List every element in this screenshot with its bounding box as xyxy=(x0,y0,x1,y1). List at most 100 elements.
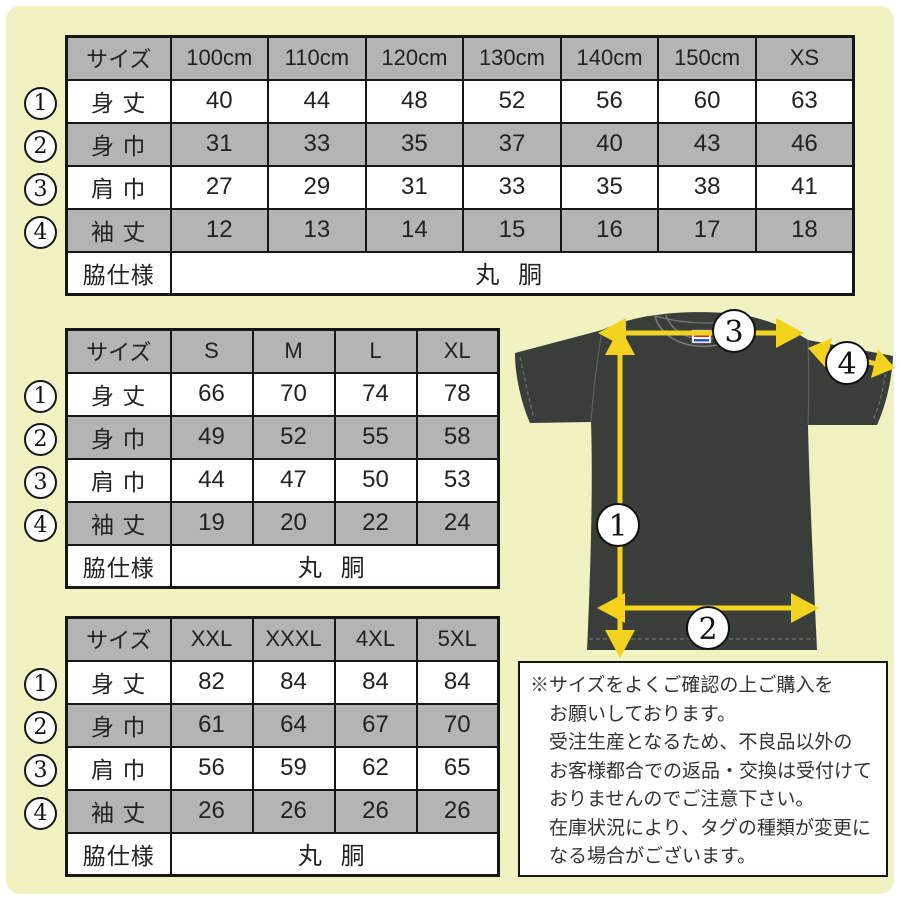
cell: 33 xyxy=(267,121,367,167)
marker-sleeve-length: 4 xyxy=(24,509,57,542)
notice-line: 在庫状況により、タグの種類が変更に xyxy=(549,817,871,839)
header-cell: XS xyxy=(754,35,855,81)
side-spec-value: 丸 胴 xyxy=(169,831,500,877)
cell: 64 xyxy=(251,702,336,748)
table-row: 身 巾 61 64 67 70 xyxy=(65,702,500,748)
cell: 40 xyxy=(559,121,660,167)
cell: 40 xyxy=(169,78,270,124)
table-row: 袖 丈 19 20 22 24 xyxy=(65,500,500,546)
cell: 44 xyxy=(169,457,254,503)
cell: 74 xyxy=(333,371,418,417)
cell: 56 xyxy=(169,745,254,791)
cell: 46 xyxy=(754,121,855,167)
marker-shoulder-width: 3 xyxy=(24,173,57,206)
header-cell: L xyxy=(333,328,418,374)
cell: 65 xyxy=(415,745,500,791)
cell: 16 xyxy=(559,207,660,253)
marker-body-length: 1 xyxy=(24,380,57,413)
row-label: 袖 丈 xyxy=(65,788,172,834)
cell: 58 xyxy=(415,414,500,460)
cell: 19 xyxy=(169,500,254,546)
cell: 84 xyxy=(415,659,500,705)
marker-body-width: 2 xyxy=(24,711,57,744)
header-cell: 130cm xyxy=(462,35,562,81)
cell: 29 xyxy=(267,164,367,210)
right-sleeve-hem-stitch xyxy=(872,359,888,421)
marker-sleeve-length: 4 xyxy=(24,216,57,249)
cell: 26 xyxy=(169,788,254,834)
cell: 84 xyxy=(251,659,336,705)
row-label: 身 巾 xyxy=(65,702,172,748)
cell: 14 xyxy=(364,207,465,253)
marker-body-length: 1 xyxy=(24,668,57,701)
row-label: 身 丈 xyxy=(65,78,172,124)
left-sleeve-hem-stitch xyxy=(519,356,535,419)
marker-sleeve-length: 4 xyxy=(24,797,57,830)
cell: 33 xyxy=(462,164,562,210)
table-row: 身 丈 40 44 48 52 56 60 63 xyxy=(65,78,855,124)
table-footer-row: 脇仕様 丸 胴 xyxy=(65,543,500,589)
header-cell: 120cm xyxy=(364,35,465,81)
body-length-arrow xyxy=(605,327,635,658)
side-spec-value: 丸 胴 xyxy=(169,250,855,296)
cell: 70 xyxy=(415,702,500,748)
table-header-row: サイズ 100cm 110cm 120cm 130cm 140cm 150cm … xyxy=(65,35,855,81)
header-cell: サイズ xyxy=(65,328,172,374)
table-row: 肩 巾 44 47 50 53 xyxy=(65,457,500,503)
cell: 70 xyxy=(251,371,336,417)
purchase-notice-box: ※サイズをよくご確認の上ご購入を お願いしております。 受注生産となるため、不良… xyxy=(518,661,888,877)
side-spec-value: 丸 胴 xyxy=(169,543,500,589)
cell: 55 xyxy=(333,414,418,460)
marker-body-width: 2 xyxy=(24,423,57,456)
marker-shoulder-width: 3 xyxy=(24,754,57,787)
cell: 22 xyxy=(333,500,418,546)
table-header-row: サイズ S M L XL xyxy=(65,328,500,374)
notice-line: お願いしております。 xyxy=(549,703,736,725)
table-row: 袖 丈 12 13 14 15 16 17 18 xyxy=(65,207,855,253)
cell: 35 xyxy=(364,121,465,167)
header-cell: 4XL xyxy=(333,616,418,662)
row-label: 脇仕様 xyxy=(65,250,172,296)
marker-shoulder-width: 3 xyxy=(24,466,57,499)
cell: 48 xyxy=(364,78,465,124)
cell: 84 xyxy=(333,659,418,705)
cell: 44 xyxy=(267,78,367,124)
header-cell: M xyxy=(251,328,336,374)
cell: 26 xyxy=(333,788,418,834)
row-label: 身 丈 xyxy=(65,659,172,705)
cell: 13 xyxy=(267,207,367,253)
notice-line: おりませんのでご注意下さい。 xyxy=(549,789,815,810)
table-header-row: サイズ XXL XXXL 4XL 5XL xyxy=(65,616,500,662)
row-label: 脇仕様 xyxy=(65,831,172,877)
table-row: 身 丈 82 84 84 84 xyxy=(65,659,500,705)
tshirt-silhouette xyxy=(515,312,893,650)
cell: 31 xyxy=(364,164,465,210)
marker-body-width: 2 xyxy=(686,606,730,650)
cell: 27 xyxy=(169,164,270,210)
row-label: 身 丈 xyxy=(65,371,172,417)
svg-text:2: 2 xyxy=(698,612,717,647)
cell: 15 xyxy=(462,207,562,253)
cell: 78 xyxy=(415,371,500,417)
cell: 60 xyxy=(657,78,757,124)
cell: 61 xyxy=(169,702,254,748)
cell: 37 xyxy=(462,121,562,167)
cell: 82 xyxy=(169,659,254,705)
cell: 67 xyxy=(333,702,418,748)
row-label: 肩 巾 xyxy=(65,164,172,210)
cell: 43 xyxy=(657,121,757,167)
header-cell: サイズ xyxy=(65,616,172,662)
table-row: 肩 巾 27 29 31 33 35 38 41 xyxy=(65,164,855,210)
cell: 38 xyxy=(657,164,757,210)
size-table-kids: サイズ 100cm 110cm 120cm 130cm 140cm 150cm … xyxy=(65,35,855,296)
cell: 63 xyxy=(754,78,855,124)
marker-body-width: 2 xyxy=(24,130,57,163)
cell: 62 xyxy=(333,745,418,791)
table-row: 身 巾 49 52 55 58 xyxy=(65,414,500,460)
marker-body-length: 1 xyxy=(596,503,640,547)
table-row: 身 巾 31 33 35 37 40 43 46 xyxy=(65,121,855,167)
size-table-adult: サイズ S M L XL 身 丈 66 70 74 78 身 巾 49 52 5… xyxy=(65,328,500,589)
cell: 59 xyxy=(251,745,336,791)
size-table-big: サイズ XXL XXXL 4XL 5XL 身 丈 82 84 84 84 身 巾… xyxy=(65,616,500,877)
